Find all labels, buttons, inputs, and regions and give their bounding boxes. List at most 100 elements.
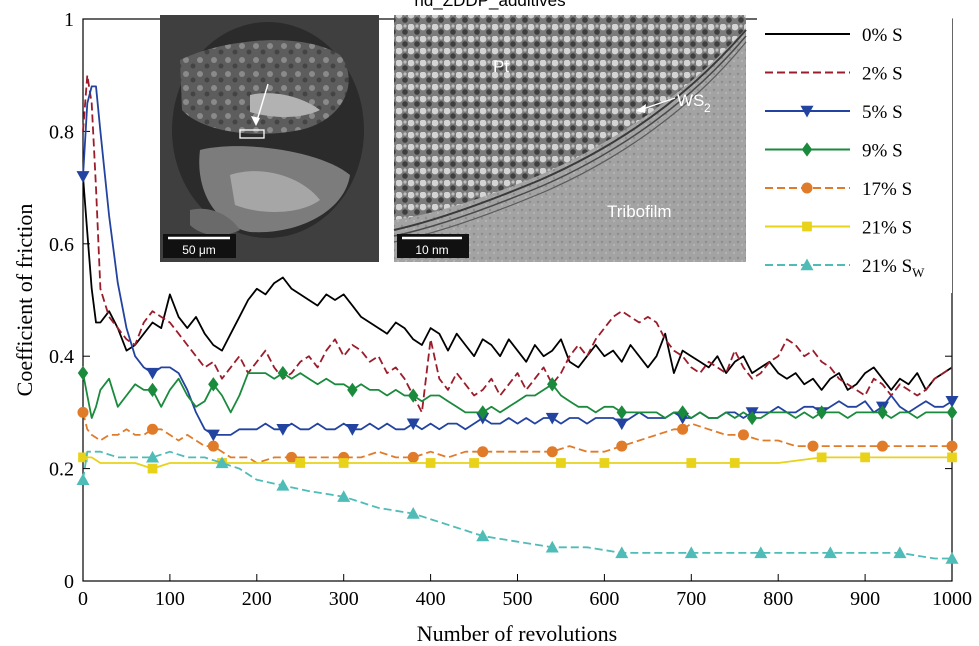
series-marker-21pct-s-5: [947, 452, 957, 463]
series-marker-21pct-s-w-6: [823, 546, 837, 559]
x-tick-label: 500: [503, 588, 533, 610]
series-marker-21pct-s-w-6: [76, 473, 90, 486]
inset-scale-label: 50 μm: [182, 243, 216, 257]
series-marker-17pct-s-4: [616, 440, 628, 452]
series-marker-17pct-s-4: [737, 429, 749, 441]
series-marker-17pct-s-4: [546, 446, 558, 458]
series-marker-9pct-s-3: [347, 382, 358, 398]
inset-label-ws: WS: [677, 91, 704, 110]
series-marker-17pct-s-4: [77, 406, 89, 418]
x-tick-label: 600: [589, 588, 619, 610]
inset-tem-image: Pt WS 2 Tribofilm 10 nm: [393, 15, 747, 262]
inset-scale-label: 10 nm: [415, 243, 448, 257]
series-marker-9pct-s-3: [208, 377, 219, 392]
y-tick-label: 0.2: [49, 459, 74, 481]
series-marker-21pct-s-5: [686, 458, 697, 468]
series-marker-9pct-s-3: [677, 405, 688, 420]
inset-sem-image: 50 μm: [160, 15, 379, 262]
series-marker-21pct-s-w-6: [406, 507, 420, 519]
y-tick-label: 0: [64, 571, 74, 593]
series-marker-21pct-s-5: [729, 458, 740, 468]
series-2pct-s-1: [82, 74, 953, 414]
series-marker-21pct-s-5: [469, 458, 479, 468]
y-tick-label: 1: [64, 9, 74, 31]
series-marker-5pct-s-2: [146, 367, 160, 380]
series-line-2pct-s-1: [82, 74, 953, 414]
series-marker-17pct-s-4: [946, 440, 958, 452]
series-marker-9pct-s-3: [477, 405, 488, 420]
series-0pct-s-0: [82, 176, 953, 391]
series-17pct-s-4: [77, 406, 958, 464]
series-marker-5pct-s-2: [615, 418, 629, 431]
series-marker-21pct-s-w-6: [545, 540, 559, 553]
legend-label-0pct-s-0: 0% S: [862, 25, 903, 46]
x-tick-label: 0: [78, 588, 88, 610]
series-marker-9pct-s-3: [77, 365, 89, 381]
x-tick-label: 800: [763, 588, 793, 610]
series-marker-17pct-s-4: [407, 451, 419, 463]
legend-label-21pct-s-5: 21% S: [862, 218, 912, 239]
x-tick-label: 700: [676, 588, 706, 610]
series-marker-21pct-s-5: [338, 458, 349, 468]
inset-label-ws-subscript: 2: [704, 101, 711, 115]
x-tick-label: 900: [850, 588, 880, 610]
series-marker-21pct-s-5: [295, 458, 306, 468]
series-marker-9pct-s-3: [408, 388, 419, 403]
y-tick-label: 0.6: [49, 234, 74, 256]
legend-label-9pct-s-3: 9% S: [862, 141, 903, 162]
y-tick-label: 0.4: [49, 346, 74, 368]
x-tick-label: 300: [329, 588, 359, 610]
series-marker-21pct-s-w-6: [615, 546, 629, 559]
y-tick-label: 0.8: [49, 121, 74, 143]
series-line-0pct-s-0: [82, 176, 953, 391]
series-marker-5pct-s-2: [945, 395, 959, 408]
series-marker-21pct-s-5: [860, 452, 870, 463]
chart-title: nd_ZDDP_additives: [414, 0, 565, 10]
series-marker-5pct-s-2: [76, 171, 90, 183]
series-line-21pct-s-5: [83, 456, 952, 470]
series-marker-17pct-s-4: [876, 440, 889, 452]
legend-label-5pct-s-2: 5% S: [862, 102, 903, 123]
series-marker-9pct-s-3: [147, 382, 158, 398]
series-marker-21pct-s-5: [816, 452, 827, 463]
x-axis-label: Number of revolutions: [417, 621, 617, 646]
legend: 0% S 2% S 5% S 9% S 17% S 21% S 21% SW: [757, 15, 952, 293]
series-marker-21pct-s-w-6: [215, 456, 229, 469]
series-marker-17pct-s-4: [146, 423, 159, 435]
x-axis: 0 100 200 300 400 500 600 700 800 900 1000: [78, 19, 972, 610]
series-marker-21pct-s-w-6: [893, 546, 907, 559]
legend-marker-17pct-s-4: [801, 182, 813, 194]
series-marker-5pct-s-2: [406, 418, 420, 431]
legend-background: [757, 15, 952, 293]
series-marker-5pct-s-2: [276, 424, 290, 436]
legend-marker-21pct-s-w-6: [800, 258, 814, 271]
legend-label-subscript: W: [912, 265, 925, 280]
series-marker-9pct-s-3: [547, 377, 558, 392]
series-marker-17pct-s-4: [207, 440, 219, 452]
legend-label-17pct-s-4: 17% S: [862, 179, 912, 200]
series-layer: [76, 74, 959, 564]
series-21pct-s-5: [78, 452, 957, 474]
x-tick-label: 200: [242, 588, 272, 610]
series-marker-9pct-s-3: [816, 405, 827, 420]
series-marker-21pct-s-w-6: [476, 529, 490, 542]
series-marker-21pct-s-w-6: [337, 490, 351, 502]
series-marker-17pct-s-4: [286, 451, 298, 463]
series-marker-21pct-s-w-6: [276, 478, 290, 491]
x-tick-label: 100: [155, 588, 185, 610]
series-marker-21pct-s-w-6: [146, 450, 160, 463]
series-marker-9pct-s-3: [277, 365, 289, 381]
series-marker-5pct-s-2: [345, 424, 359, 436]
series-marker-9pct-s-3: [746, 410, 758, 426]
series-marker-9pct-s-3: [946, 405, 958, 420]
legend-marker-5pct-s-2: [800, 105, 814, 118]
series-marker-5pct-s-2: [206, 429, 220, 442]
series-9pct-s-3: [77, 365, 958, 426]
series-marker-21pct-s-w-6: [684, 546, 698, 559]
series-marker-21pct-s-5: [78, 452, 88, 463]
x-tick-label: 400: [416, 588, 446, 610]
series-marker-9pct-s-3: [877, 405, 888, 420]
series-line-17pct-s-4: [82, 412, 952, 464]
series-marker-21pct-s-5: [425, 458, 436, 468]
